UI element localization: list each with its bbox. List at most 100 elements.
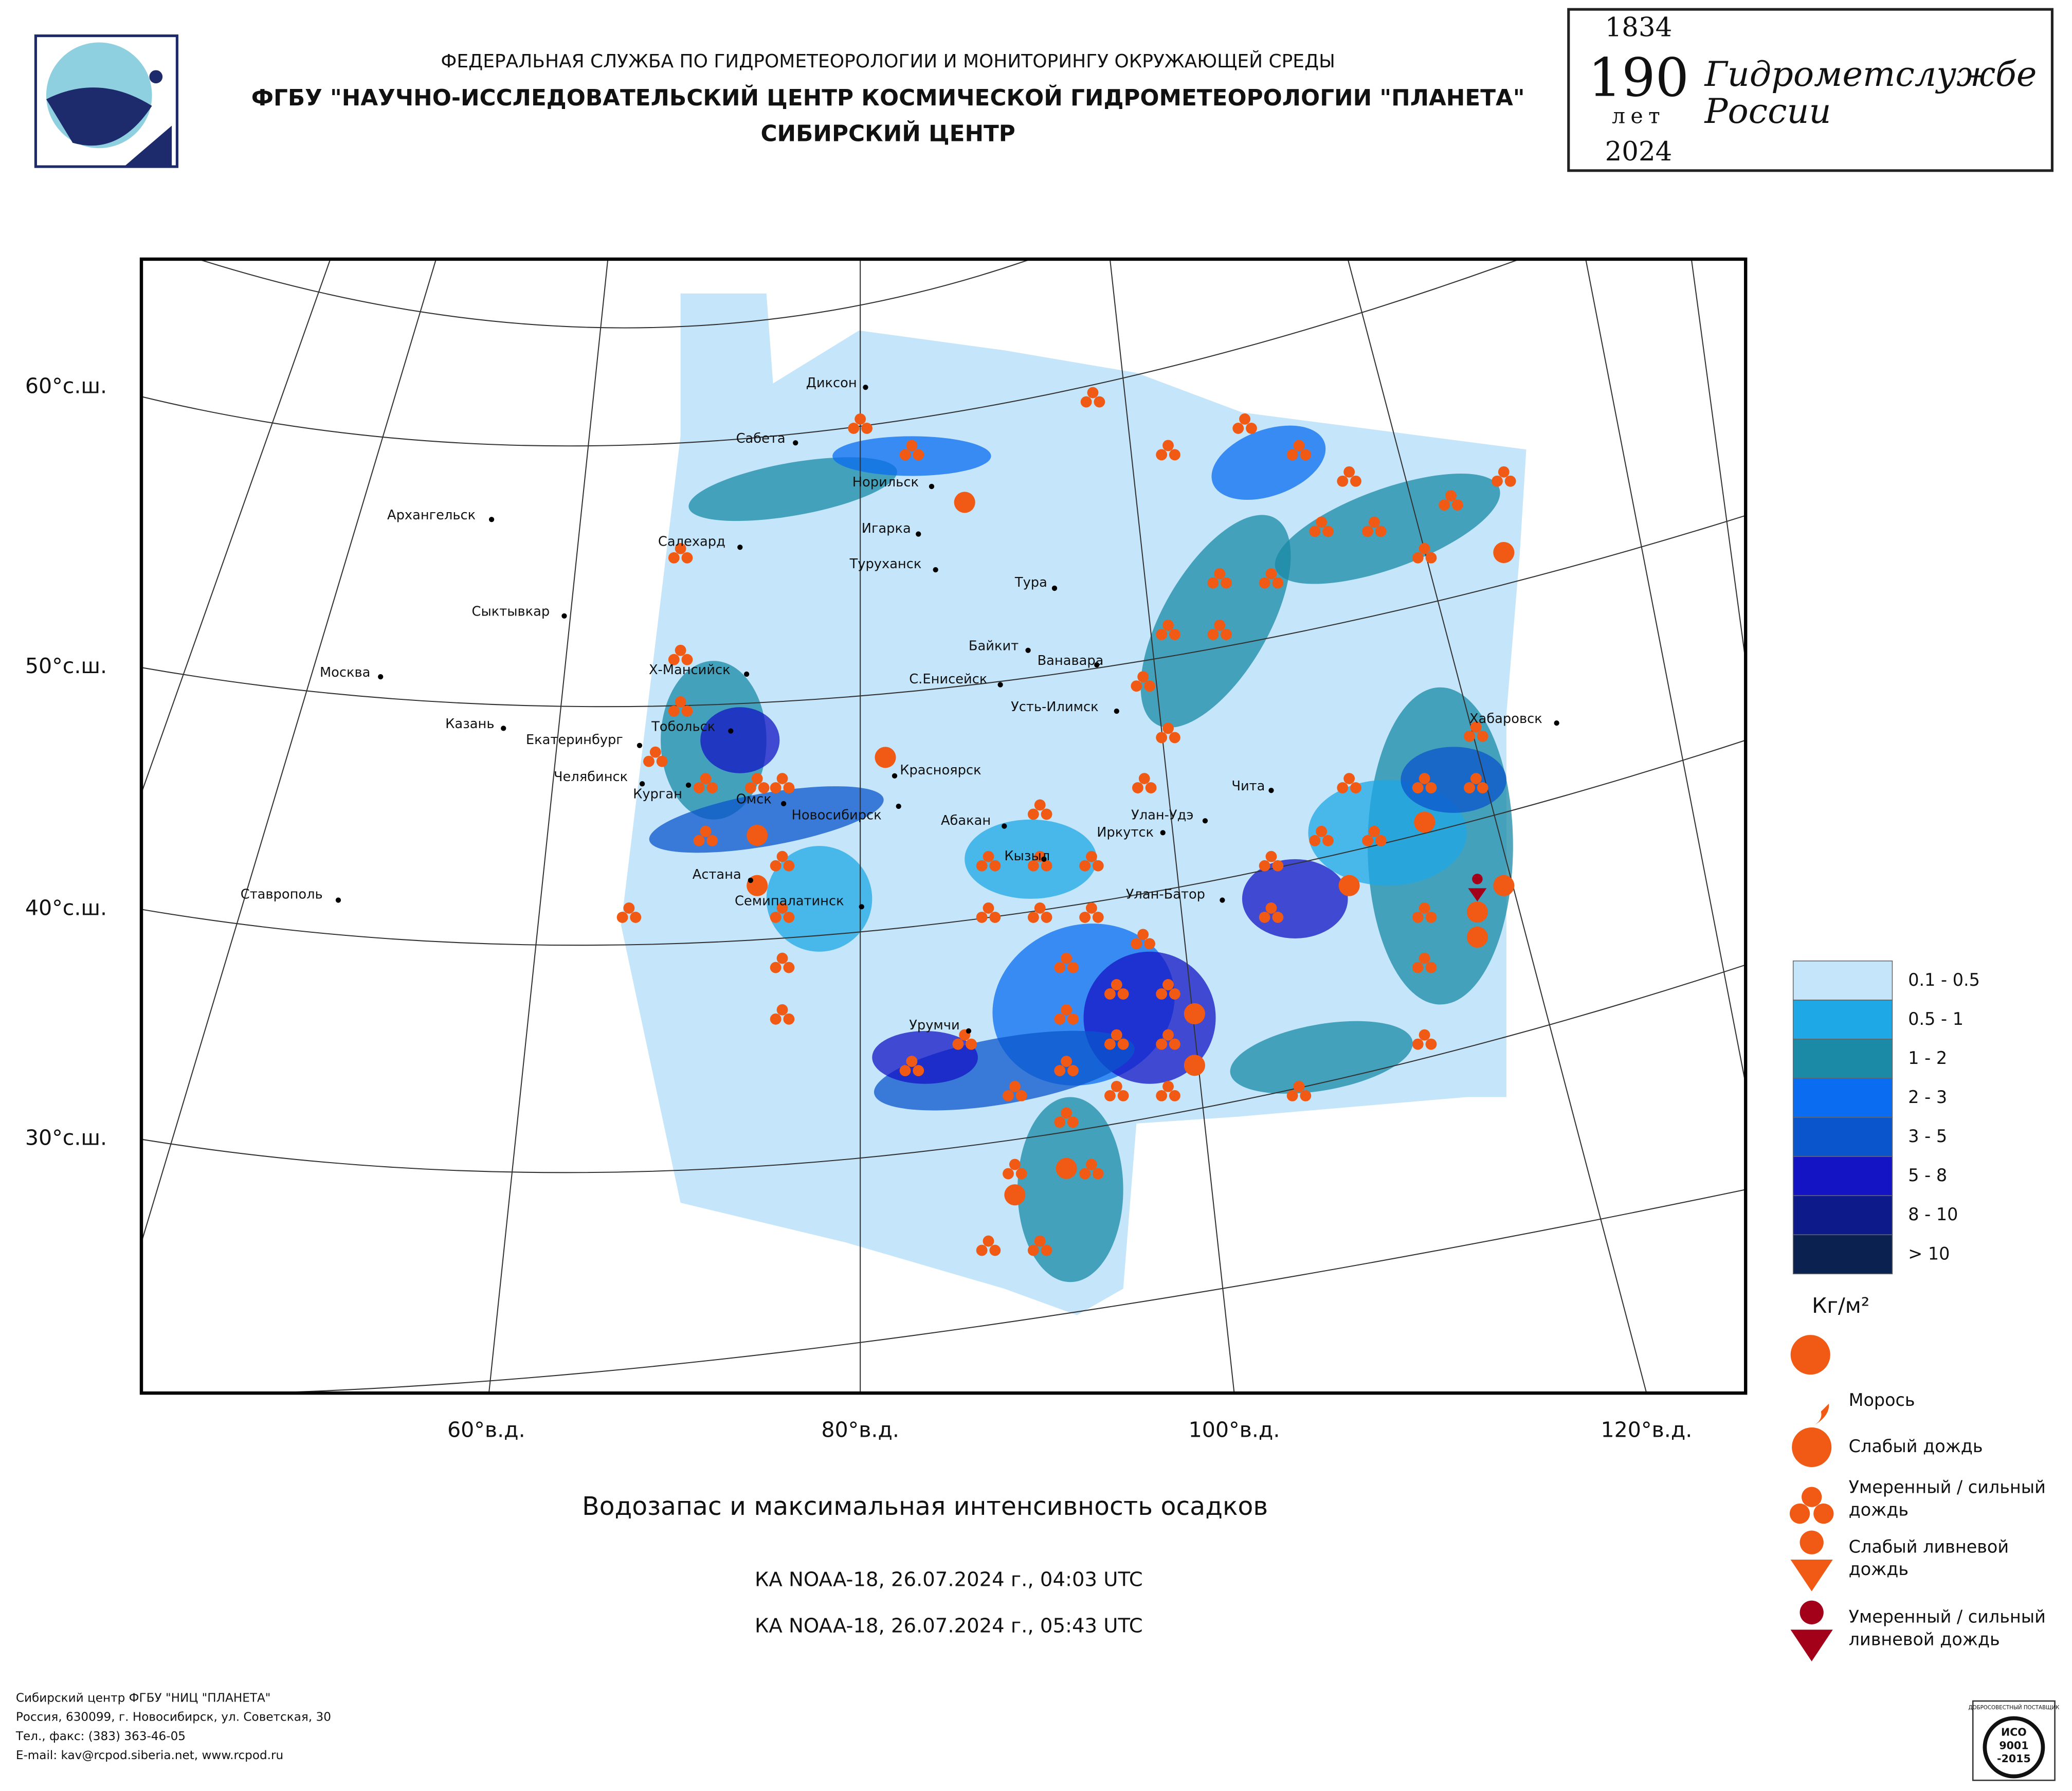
city-label: Салехард	[658, 534, 725, 549]
city-label: Москва	[320, 665, 370, 680]
lat-label: 60°с.ш.	[25, 373, 107, 398]
marker-dot	[1067, 962, 1079, 973]
city-label: Абакан	[941, 813, 991, 828]
marker-dot	[675, 644, 686, 656]
badge-line: ИСО	[2001, 1726, 2027, 1739]
marker-dot	[1104, 988, 1116, 1000]
marker-dot	[744, 782, 756, 793]
marker-dot	[1322, 526, 1334, 537]
city-label: Улан-Удэ	[1131, 808, 1193, 823]
marker-dot	[656, 755, 668, 767]
marker-rain	[747, 824, 768, 846]
marker-dot	[1169, 1090, 1180, 1101]
map: Диксон Сабета Норильск Архангельск Салехард И…	[141, 259, 1746, 1394]
marker-dot	[1080, 396, 1092, 408]
legend-label: 8 - 10	[1908, 1204, 1958, 1224]
marker-dot	[770, 860, 781, 872]
city-label: Архангельск	[387, 508, 476, 523]
marker-dot	[1464, 782, 1475, 793]
city-dot	[1554, 720, 1559, 726]
marker-dot	[1027, 1244, 1039, 1256]
marker-dot	[1156, 628, 1168, 640]
city-label: Усть-Илимск	[1011, 699, 1098, 715]
marker-dot	[1162, 1080, 1174, 1092]
legend-swatch	[1792, 960, 1893, 1001]
marker-dot	[1027, 808, 1039, 820]
marker-dot	[1092, 911, 1104, 923]
marker-dot	[983, 1235, 994, 1247]
cloud-water-area	[872, 1030, 978, 1084]
cloud-water-area	[965, 819, 1097, 899]
city-label: Екатеринбург	[526, 732, 623, 748]
cloud-water-area	[1017, 1097, 1123, 1282]
marker-dot	[1027, 860, 1039, 872]
marker-rain	[875, 747, 896, 768]
marker-dot	[1207, 628, 1219, 640]
city-dot	[896, 803, 901, 809]
marker-dot	[681, 654, 693, 665]
legend-icon	[1790, 1560, 1833, 1591]
marker-dot	[675, 696, 686, 708]
marker-dot	[751, 773, 763, 784]
marker-dot	[1412, 962, 1424, 973]
marker-drizzle	[1414, 811, 1435, 833]
city-label: Астана	[693, 867, 741, 882]
marker-dot	[1003, 1090, 1014, 1101]
marker-dot	[1316, 825, 1328, 837]
marker-dot	[1041, 860, 1052, 872]
marker-dot	[1419, 542, 1430, 554]
marker-dot	[1412, 552, 1424, 564]
city-label: Чита	[1231, 779, 1265, 794]
city-label: С.Енисейск	[909, 672, 987, 687]
legend-label: 2 - 3	[1908, 1087, 1947, 1107]
lat-label: 40°с.ш.	[25, 895, 107, 920]
lon-label: 100°в.д.	[1189, 1418, 1280, 1442]
marker-dot	[1309, 835, 1321, 846]
marker-dot	[1259, 860, 1270, 872]
city-dot	[793, 440, 798, 446]
legend-label: > 10	[1908, 1243, 1950, 1263]
marker-dot	[770, 782, 781, 793]
marker-dot	[1086, 1159, 1097, 1170]
city-label: Байкит	[969, 639, 1019, 654]
city-label: Семипалатинск	[735, 894, 844, 909]
legend-swatch	[1792, 1156, 1893, 1196]
legend-label: дождь	[1849, 1559, 1909, 1579]
marker-dot	[783, 1013, 795, 1025]
marker-dot	[1343, 773, 1355, 784]
marker-dot	[1337, 475, 1349, 487]
caption-pass1: КА NOAA-18, 26.07.2024 г., 04:03 UTC	[755, 1568, 1143, 1591]
marker-dot	[1425, 1038, 1437, 1050]
city-label: Омск	[736, 792, 772, 807]
marker-rain	[1493, 875, 1515, 896]
marker-dot	[675, 542, 686, 554]
marker-dot	[1169, 1038, 1180, 1050]
marker-rain	[1493, 541, 1515, 564]
marker-dot	[1425, 911, 1437, 923]
cloud-water-area	[688, 457, 897, 521]
city-label: Ставрополь	[241, 887, 323, 902]
marker-dot	[983, 851, 994, 862]
marker-dot	[770, 911, 781, 923]
legend-icon	[1790, 1335, 1830, 1427]
marker-dot	[855, 413, 866, 425]
badge-line: -2015	[1997, 1752, 2031, 1765]
marker-dot	[623, 902, 635, 914]
city-dot	[780, 801, 787, 807]
cloud-water-area	[1401, 747, 1506, 813]
marker-dot	[1813, 1503, 1834, 1524]
lat-label: 30°с.ш.	[25, 1126, 107, 1150]
marker-dot	[1162, 979, 1174, 990]
marker-dot	[783, 860, 795, 872]
legend-label: дождь	[1849, 1499, 1909, 1519]
marker-dot	[1412, 782, 1424, 793]
city-label: Новосибирск	[792, 808, 882, 823]
city-label: Улан-Батор	[1126, 887, 1205, 902]
marker-dot	[1246, 423, 1257, 434]
marker-dot	[1789, 1503, 1810, 1524]
marker-dot	[861, 423, 873, 434]
end-year: 2024	[1605, 136, 1673, 167]
marker-dot	[693, 782, 705, 793]
marker-dot	[1162, 440, 1174, 451]
